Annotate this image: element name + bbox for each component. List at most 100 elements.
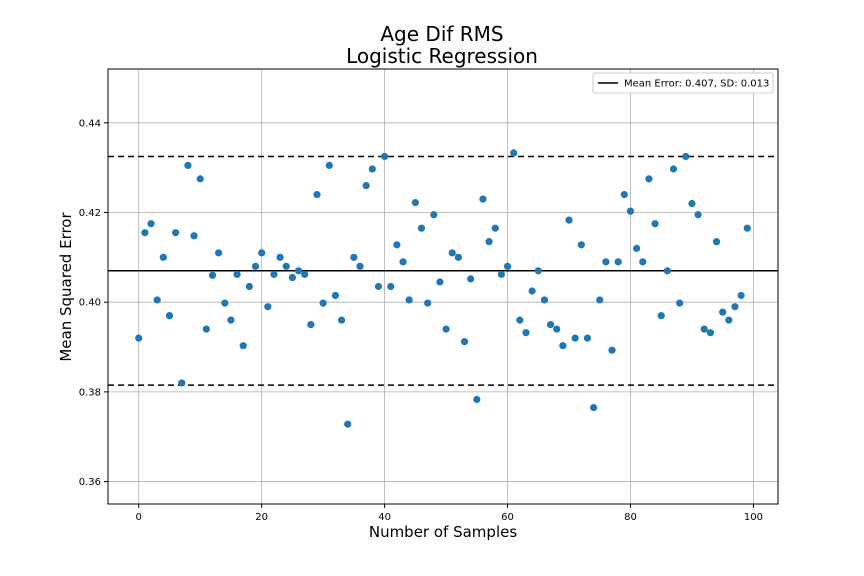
data-point (141, 229, 149, 237)
data-point (639, 258, 647, 266)
data-point (190, 232, 198, 240)
data-point (356, 262, 364, 270)
data-point (399, 258, 407, 266)
data-point (669, 165, 678, 173)
y-tick-label: 0.36 (79, 477, 101, 488)
grid-lines (108, 69, 778, 504)
data-point (436, 278, 444, 286)
legend-label: Mean Error: 0.407, SD: 0.013 (624, 79, 769, 90)
data-point (620, 190, 628, 199)
data-point (282, 262, 290, 270)
data-point (337, 316, 346, 324)
data-point (227, 316, 235, 324)
y-tick-label: 0.44 (79, 118, 101, 129)
data-point (368, 165, 376, 173)
data-point (442, 325, 450, 333)
data-point (614, 258, 622, 266)
data-point (467, 275, 475, 283)
data-point (153, 296, 161, 304)
data-point (706, 329, 714, 337)
data-point (743, 224, 751, 232)
data-point (233, 270, 241, 278)
data-point (276, 253, 284, 261)
data-point (516, 316, 524, 324)
data-point (725, 316, 733, 324)
data-point (307, 321, 315, 329)
data-point (583, 334, 592, 342)
data-point (215, 249, 223, 257)
data-point (319, 299, 327, 307)
data-point (165, 312, 174, 320)
data-point (417, 224, 426, 232)
data-point (497, 270, 505, 278)
data-point (602, 258, 610, 266)
data-point (577, 241, 585, 249)
x-tick-label: 20 (255, 512, 268, 523)
data-point (633, 244, 641, 252)
data-point (393, 241, 401, 249)
y-axis-ticks: 0.36 0.38 0.40 0.42 0.44 (79, 118, 108, 488)
data-point (553, 325, 561, 333)
data-point (731, 303, 739, 311)
data-point (491, 224, 499, 232)
data-point (405, 296, 413, 304)
data-point (196, 175, 204, 183)
data-point (251, 262, 260, 270)
data-point (294, 267, 303, 275)
data-point (344, 420, 352, 428)
data-point (546, 321, 555, 329)
data-point (270, 270, 278, 278)
y-axis-label: Mean Squared Error (57, 212, 75, 362)
data-point (479, 195, 487, 203)
x-tick-label: 60 (501, 512, 514, 523)
data-point (264, 303, 272, 311)
data-point (522, 329, 530, 337)
data-point (596, 296, 604, 304)
data-point (381, 152, 389, 161)
data-point (172, 229, 180, 237)
x-tick-label: 40 (378, 512, 391, 523)
data-point (245, 282, 253, 291)
y-tick-label: 0.42 (79, 208, 101, 219)
data-point (411, 199, 419, 207)
data-point (424, 299, 432, 307)
data-point (700, 325, 708, 333)
data-point (454, 253, 462, 261)
data-point (288, 273, 297, 282)
data-point (712, 238, 721, 246)
x-tick-label: 80 (624, 512, 637, 523)
data-point (178, 379, 186, 387)
x-axis-ticks: 0 20 40 60 80 100 (136, 504, 763, 523)
data-point (503, 262, 512, 270)
data-point (694, 211, 702, 219)
data-point (325, 161, 333, 170)
x-tick-label: 100 (744, 512, 763, 523)
data-point (540, 296, 549, 304)
x-axis-label: Number of Samples (369, 523, 517, 541)
legend-box (592, 72, 774, 94)
data-point (331, 291, 340, 300)
data-point (651, 220, 659, 228)
data-point (202, 325, 210, 333)
y-tick-label: 0.40 (79, 298, 101, 309)
data-point (159, 253, 167, 261)
data-point (534, 267, 542, 275)
data-point (301, 270, 309, 278)
data-point (448, 249, 456, 257)
legend: Mean Error: 0.407, SD: 0.013 (592, 72, 774, 94)
data-point (460, 338, 469, 346)
data-point (147, 220, 155, 228)
data-point (571, 334, 579, 342)
data-point (362, 181, 370, 190)
data-point (313, 190, 321, 199)
data-point (258, 249, 266, 257)
data-point (135, 334, 143, 342)
data-point (589, 403, 598, 412)
data-point (208, 271, 217, 279)
data-point (184, 161, 192, 170)
data-point (688, 199, 696, 208)
data-point (221, 299, 229, 307)
data-point (485, 238, 493, 246)
chart-subtitle: Logistic Regression (346, 44, 538, 68)
